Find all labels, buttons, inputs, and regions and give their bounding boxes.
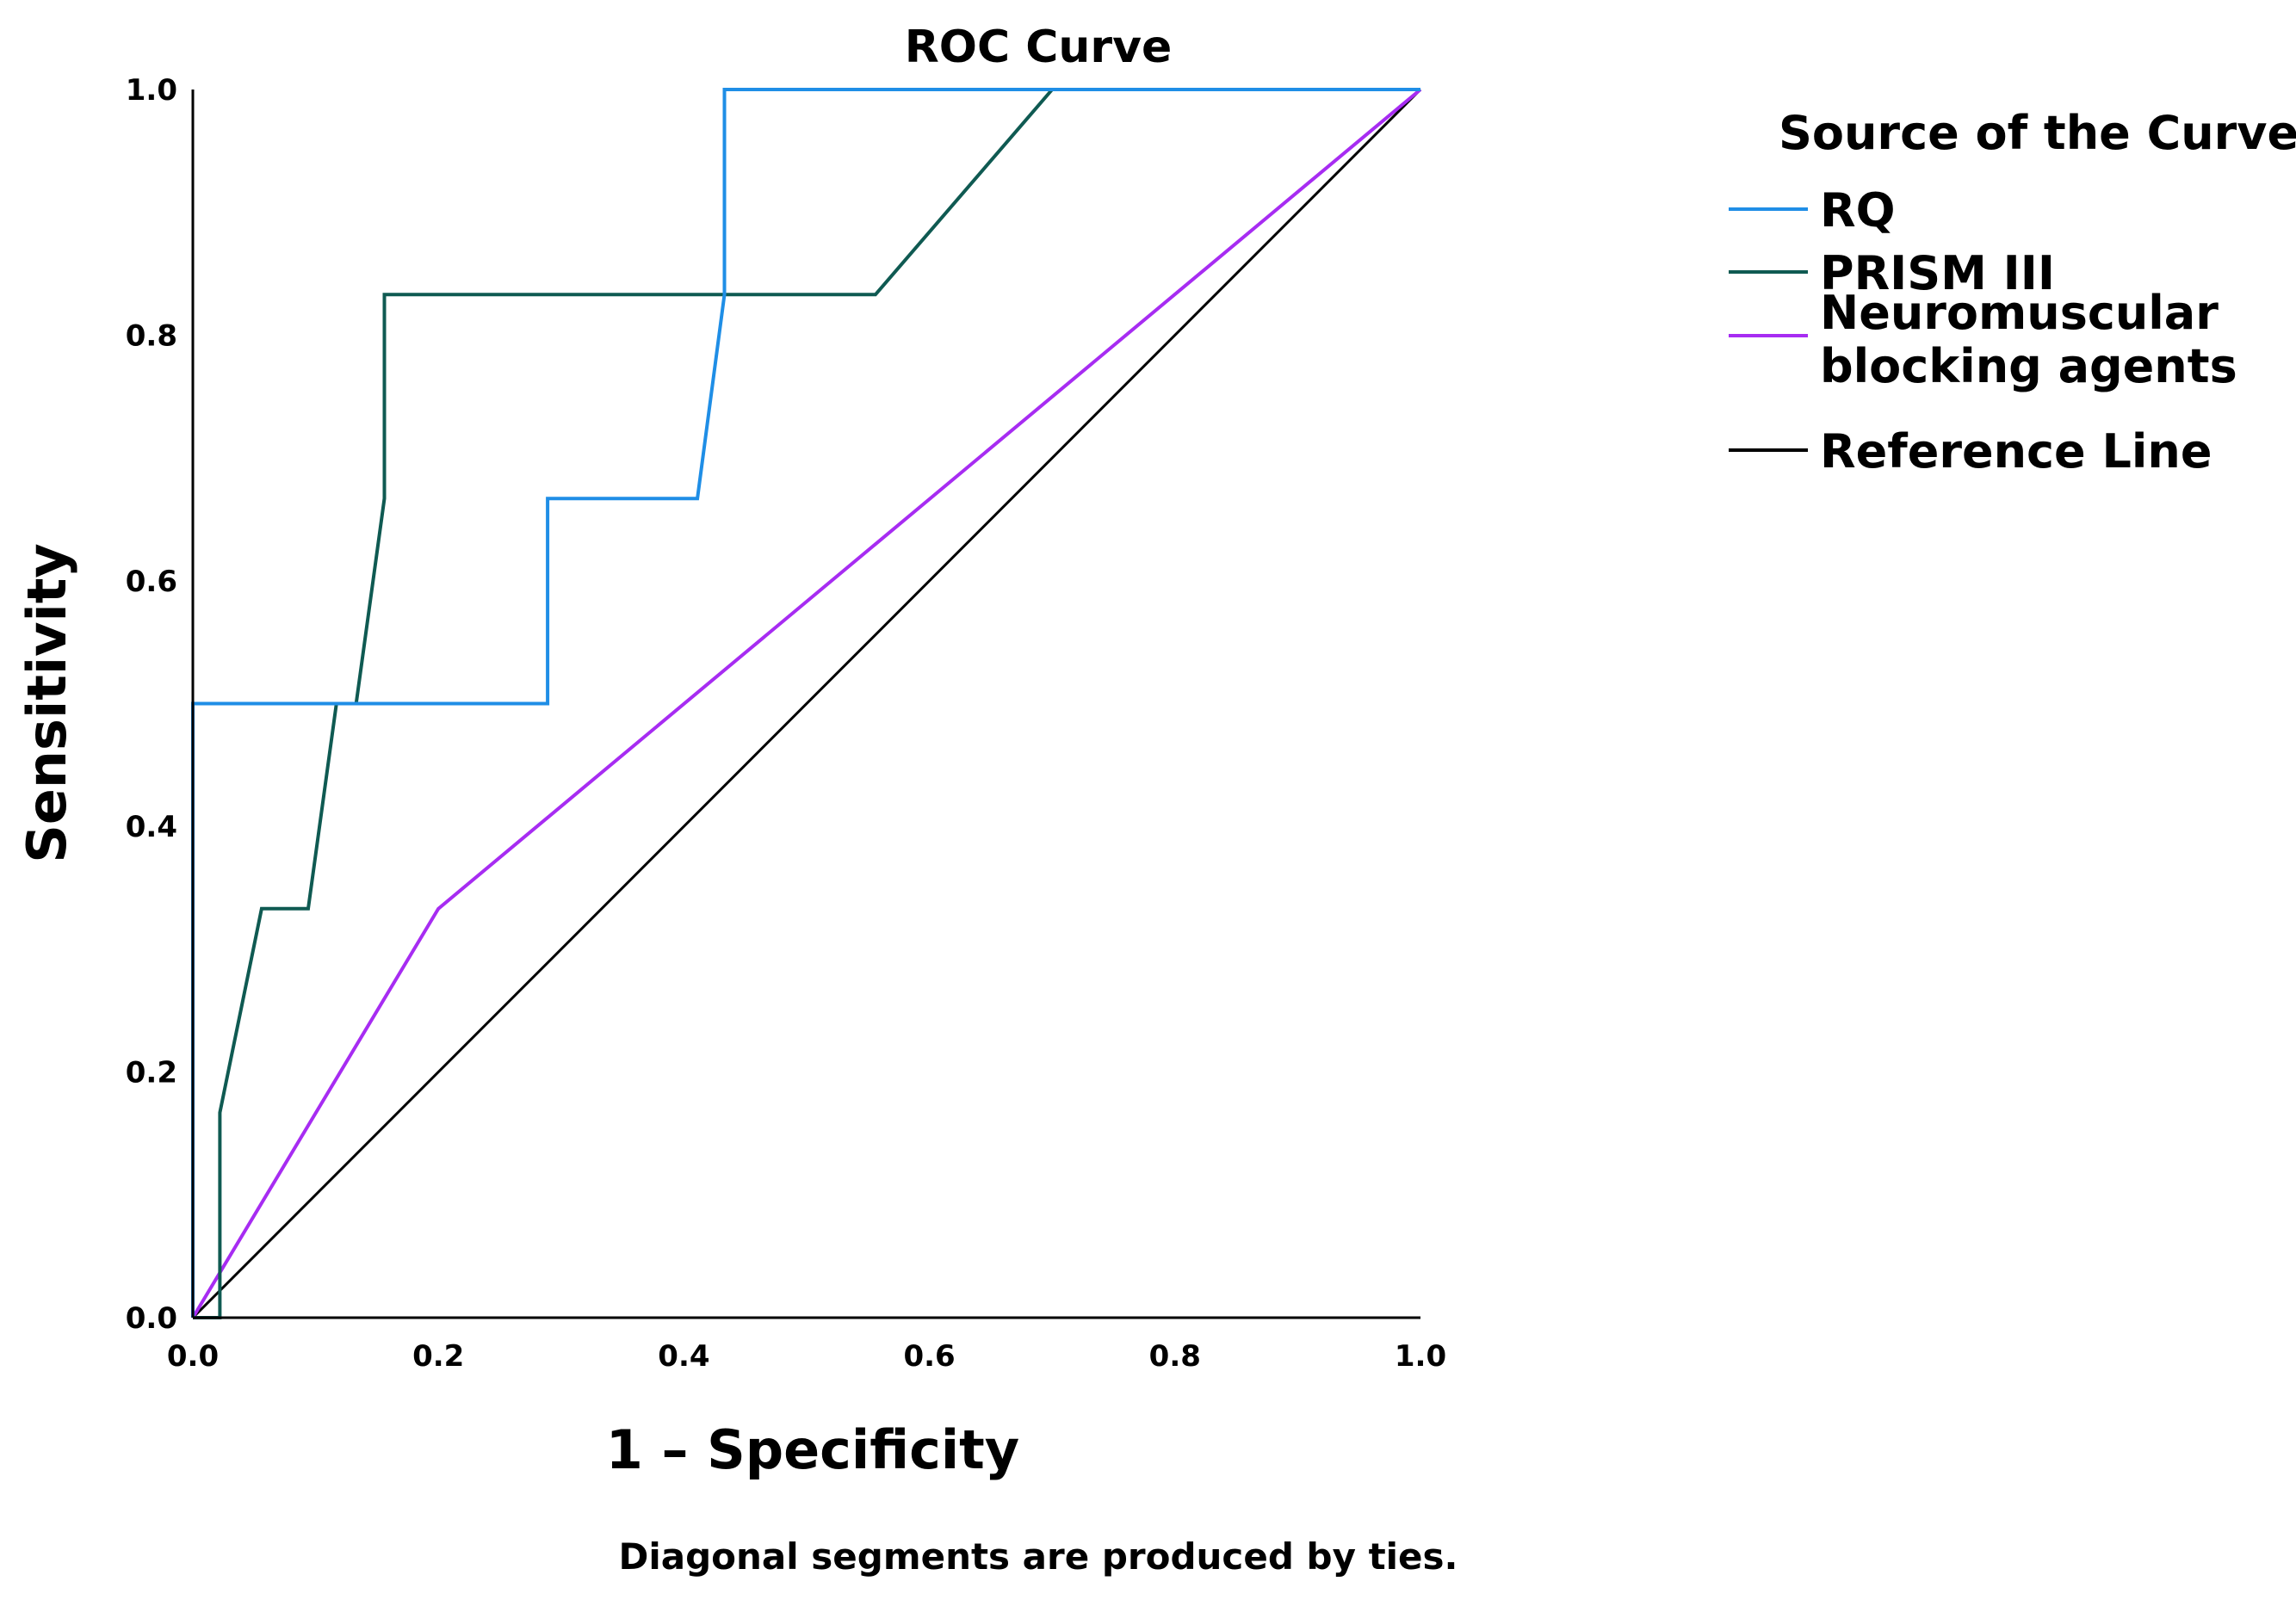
y-tick-label: 0.2 bbox=[126, 1056, 177, 1090]
legend-label-neuromuscular-blocking-agents: blocking agents bbox=[1820, 339, 2237, 393]
y-tick-label: 0.0 bbox=[126, 1301, 177, 1336]
ticks-layer: 0.0 0.2 0.4 0.6 0.8 1.0 0.0 0.2 0.4 0.6 0.8 1.0 bbox=[126, 73, 1446, 1374]
x-tick-label: 0.6 bbox=[903, 1339, 955, 1374]
chart-title: ROC Curve bbox=[905, 22, 1173, 73]
legend-label-reference-line: Reference Line bbox=[1820, 424, 2212, 479]
x-tick-label: 0.4 bbox=[658, 1339, 709, 1374]
series-line-rq bbox=[191, 88, 1420, 1318]
y-axis-title: Sensitivity bbox=[15, 543, 78, 863]
series-line-neuromuscular-blocking-agents bbox=[191, 88, 1422, 1319]
axes-layer bbox=[191, 90, 1420, 1319]
footnote: Diagonal segments are produced by ties. bbox=[619, 1535, 1458, 1578]
legend-label-neuromuscular-blocking-agents: Neuromuscular bbox=[1820, 286, 2219, 340]
legend-label-prism-iii: PRISM III bbox=[1820, 246, 2055, 300]
y-tick-label: 0.6 bbox=[126, 565, 177, 599]
x-tick-label: 0.0 bbox=[167, 1339, 219, 1374]
y-tick-label: 1.0 bbox=[126, 73, 177, 108]
series-line-reference-line bbox=[191, 88, 1422, 1319]
legend-title: Source of the Curve bbox=[1779, 106, 2296, 160]
legend-label-rq: RQ bbox=[1820, 183, 1896, 238]
legend: Source of the Curve RQ PRISM IIINeuromusc… bbox=[1729, 106, 2296, 479]
series-layer bbox=[191, 88, 1422, 1319]
x-tick-label: 1.0 bbox=[1395, 1339, 1446, 1374]
x-axis-title: 1 – Specificity bbox=[606, 1418, 1019, 1481]
x-tick-label: 0.2 bbox=[412, 1339, 464, 1374]
x-tick-label: 0.8 bbox=[1149, 1339, 1201, 1374]
y-tick-label: 0.4 bbox=[126, 810, 177, 844]
y-tick-label: 0.8 bbox=[126, 318, 177, 353]
